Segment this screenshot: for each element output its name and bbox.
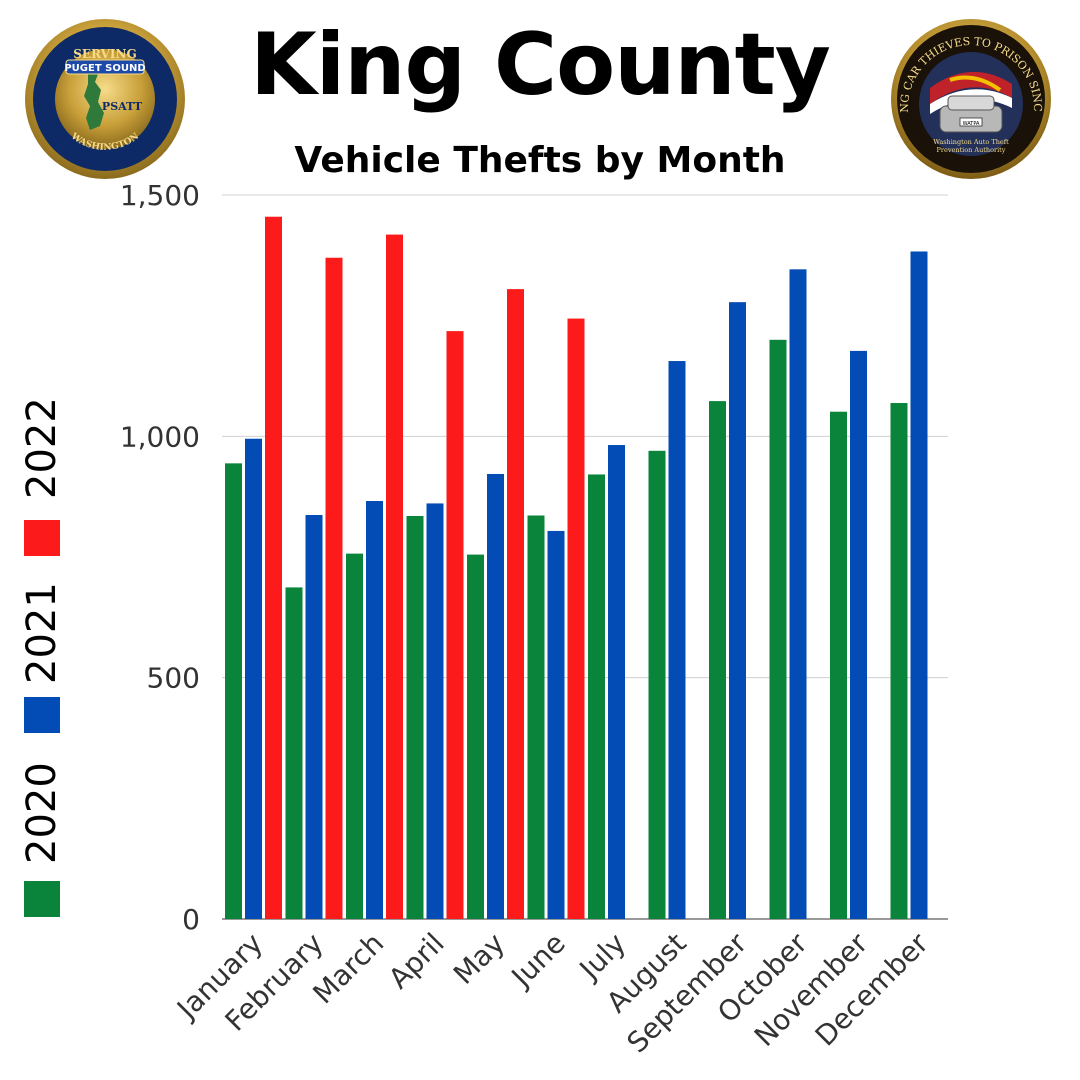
legend-swatch-2021 [24, 697, 60, 733]
bar-2022-march [386, 234, 403, 919]
svg-text:Prevention Authority: Prevention Authority [937, 146, 1006, 154]
bar-2020-november [830, 411, 847, 919]
bar-2020-may [467, 554, 484, 919]
bar-2022-april [446, 331, 464, 919]
bar-2020-january [225, 463, 242, 919]
chart-title: King County [250, 15, 831, 115]
bar-2022-june [567, 318, 585, 920]
bar-2021-november [850, 350, 867, 919]
y-tick-label: 1,500 [120, 179, 200, 212]
bar-2020-june [527, 515, 545, 919]
svg-text:Washington Auto Theft: Washington Auto Theft [933, 138, 1009, 146]
x-tick-label: May [447, 927, 511, 991]
watpa-seal-logo: SENDING CAR THIEVES TO PRISON SINCE 2008… [890, 18, 1051, 179]
bar-2021-may [487, 473, 504, 919]
legend-swatch-2022 [24, 520, 60, 556]
x-tick-label: March [307, 927, 391, 1011]
bar-2021-february [305, 515, 323, 919]
x-tick-label: June [504, 927, 572, 995]
bar-2021-september [729, 302, 746, 920]
legend-swatch-2020 [24, 881, 60, 917]
bar-2020-september [709, 401, 726, 920]
bar-2020-february [285, 587, 303, 919]
bar-2022-may [507, 289, 524, 919]
legend-label-2022: 2022 [19, 397, 65, 499]
x-tick-label: April [382, 927, 451, 996]
bar-2020-october [769, 339, 787, 919]
legend-label-2021: 2021 [19, 582, 65, 684]
bar-2022-february [325, 257, 343, 919]
bar-2020-december [890, 403, 908, 920]
svg-text:PUGET SOUND: PUGET SOUND [64, 63, 145, 74]
bar-2021-august [668, 361, 686, 919]
psatt-seal-logo: SERVING PUGET SOUND PSATT WASHINGTON [25, 19, 185, 179]
bar-2021-july [608, 445, 625, 919]
y-tick-label: 1,000 [120, 420, 200, 453]
chart-subtitle: Vehicle Thefts by Month [294, 140, 786, 181]
y-tick-label: 0 [182, 903, 200, 936]
svg-text:WATPA: WATPA [963, 121, 980, 127]
bar-2021-june [547, 530, 565, 919]
bar-2020-august [648, 450, 666, 919]
bar-2021-january [245, 438, 262, 919]
bar-2021-april [426, 503, 444, 919]
bar-2021-march [366, 501, 383, 919]
legend-label-2020: 2020 [19, 762, 65, 864]
bar-2020-april [406, 515, 424, 919]
bar-2021-october [789, 269, 807, 919]
bar-2021-december [910, 251, 928, 920]
y-tick-label: 500 [147, 662, 200, 695]
svg-text:SERVING: SERVING [73, 47, 137, 61]
bar-2020-july [588, 474, 605, 919]
bar-2022-january [265, 216, 282, 920]
bar-2020-march [346, 553, 363, 919]
svg-text:PSATT: PSATT [102, 100, 143, 113]
